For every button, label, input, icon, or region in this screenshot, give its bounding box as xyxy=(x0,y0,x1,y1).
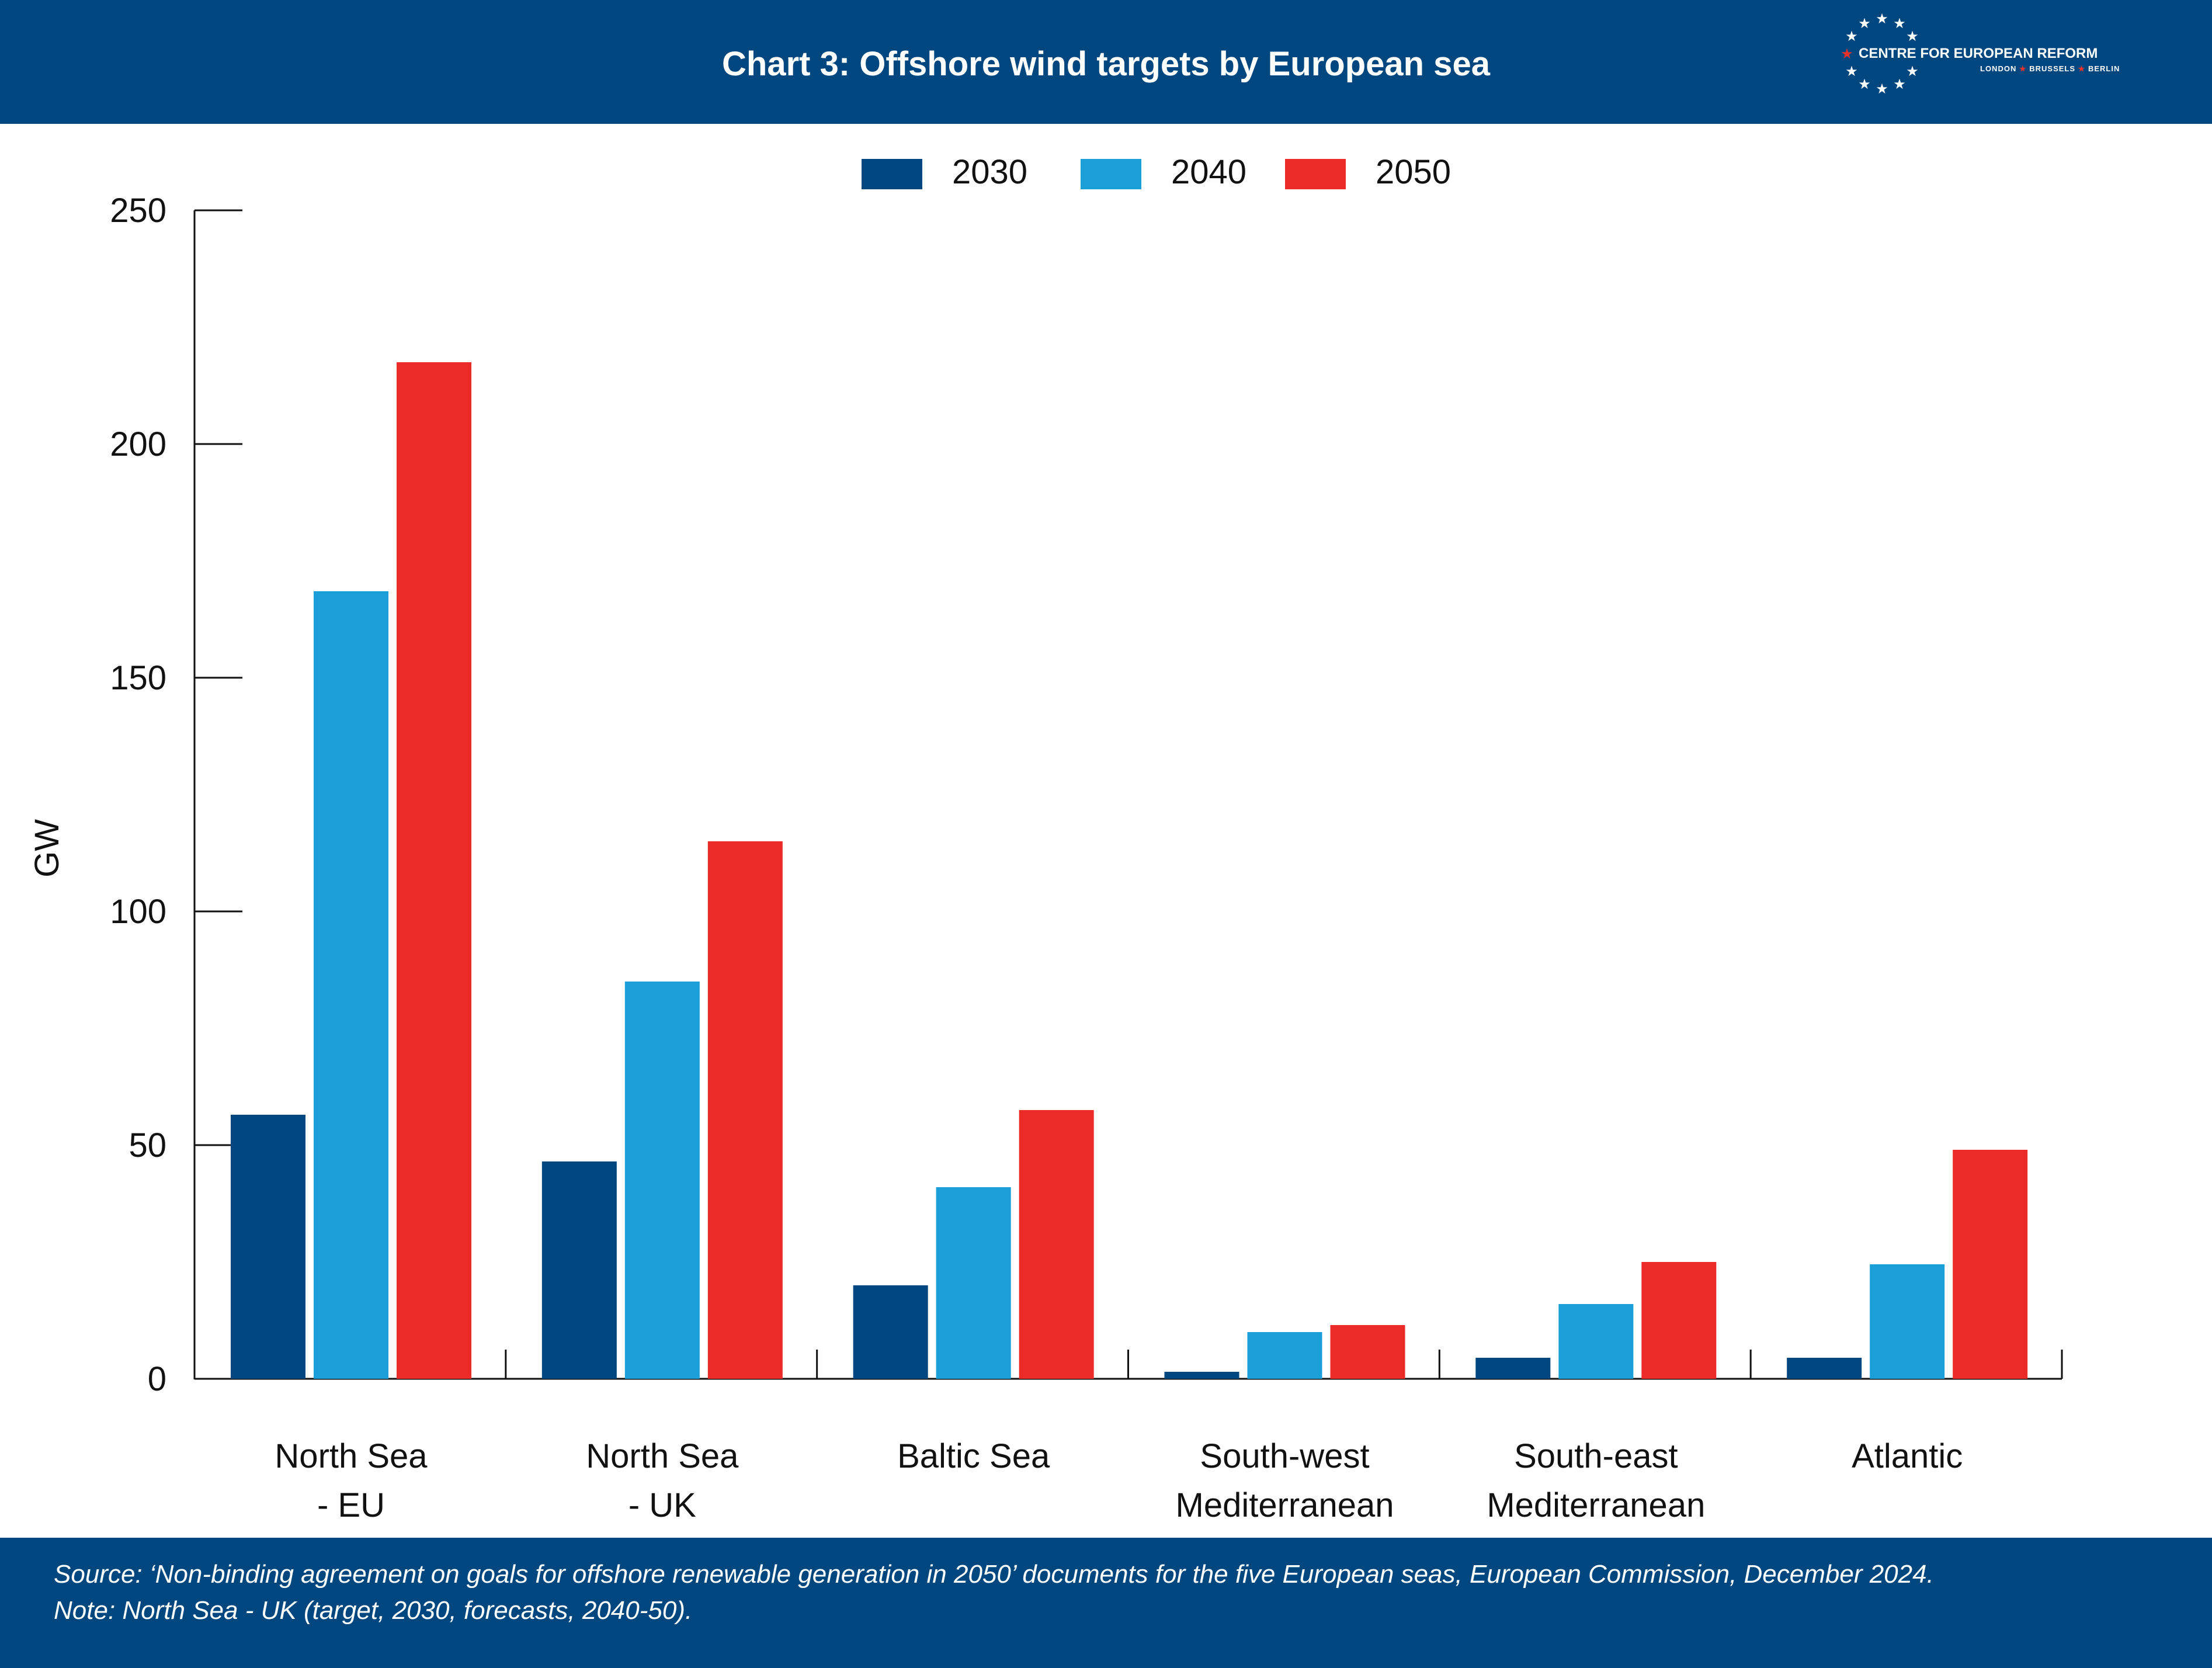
bar-chart: 2030 2040 2050 0 50 100 150 200 250 GW North Sea -… xyxy=(28,153,2063,1524)
cer-logo: ★ ★ ★ ★ ★ ★ ★ ★ ★ ★ ★ CENTRE FOR EUROPEAN REFORM L… xyxy=(1840,12,2119,99)
logo-org-name: CENTRE FOR EUROPEAN REFORM xyxy=(1859,46,2098,61)
footer-bar: Source: ‘Non-binding agreement on goals … xyxy=(0,1538,2212,1668)
logo-star-icon: ★ xyxy=(1906,28,1919,44)
legend-label-2050: 2050 xyxy=(1376,153,1451,191)
y-tick-label: 200 xyxy=(110,425,166,463)
bar-2030-0 xyxy=(231,1115,305,1379)
logo-star-icon: ★ xyxy=(1876,81,1888,97)
bar-2040-5 xyxy=(1870,1264,1945,1379)
bar-2040-4 xyxy=(1558,1304,1634,1379)
y-tick-label: 50 xyxy=(129,1126,166,1164)
x-tick-label: - EU xyxy=(317,1486,385,1524)
logo-star-icon: ★ xyxy=(1858,15,1871,32)
x-tick-label: Baltic Sea xyxy=(897,1437,1050,1475)
bar-2030-4 xyxy=(1475,1358,1551,1379)
x-tick-label: Mediterranean xyxy=(1487,1486,1705,1524)
logo-star-icon: ★ xyxy=(1876,12,1888,27)
logo-star-icon: ★ xyxy=(1906,63,1919,79)
logo-star-icon: ★ xyxy=(1845,28,1858,44)
logo-star-icon: ★ xyxy=(1893,76,1906,92)
x-tick-label: South-west xyxy=(1200,1437,1369,1475)
chart-bars xyxy=(231,362,2028,1379)
bar-2050-5 xyxy=(1953,1150,2028,1379)
bar-2040-0 xyxy=(314,591,388,1379)
x-tick-label: Mediterranean xyxy=(1176,1486,1394,1524)
bar-2030-5 xyxy=(1787,1358,1862,1379)
logo-city: BERLIN xyxy=(2088,64,2120,73)
x-tick-label: North Sea xyxy=(275,1437,428,1475)
x-tick-label: - UK xyxy=(628,1486,696,1524)
bar-2050-0 xyxy=(397,362,471,1379)
legend-label-2030: 2030 xyxy=(952,153,1027,191)
star-separator-icon: ★ xyxy=(2078,64,2086,73)
source-note: Source: ‘Non-binding agreement on goals … xyxy=(54,1560,1934,1589)
logo-star-icon: ★ xyxy=(1841,46,1853,62)
legend-label-2040: 2040 xyxy=(1171,153,1246,191)
x-tick-label: South-east xyxy=(1514,1437,1678,1475)
bar-2040-1 xyxy=(624,982,700,1379)
header-bar: Chart 3: Offshore wind targets by Europe… xyxy=(0,0,2212,124)
bar-2030-3 xyxy=(1164,1372,1239,1379)
y-tick-label: 150 xyxy=(110,659,166,697)
logo-star-icon: ★ xyxy=(1845,63,1858,79)
bar-2040-2 xyxy=(936,1187,1011,1379)
legend-swatch-2040 xyxy=(1081,159,1141,189)
logo-star-icon: ★ xyxy=(1858,76,1871,92)
bar-2040-3 xyxy=(1247,1332,1322,1379)
legend-swatch-2050 xyxy=(1285,159,1346,189)
legend-swatch-2030 xyxy=(862,159,922,189)
bar-2030-1 xyxy=(541,1161,617,1379)
bar-2050-2 xyxy=(1019,1110,1094,1379)
eu-stars-icon: ★ ★★★★★★★★★★ xyxy=(1841,12,1919,97)
logo-city: LONDON xyxy=(1980,64,2017,73)
chart-legend: 2030 2040 2050 xyxy=(862,153,1451,191)
logo-city: BRUSSELS xyxy=(2029,64,2076,73)
y-tick-label: 100 xyxy=(110,893,166,931)
chart-axes xyxy=(193,209,2063,1380)
star-separator-icon: ★ xyxy=(2019,64,2027,73)
bar-2050-1 xyxy=(707,841,783,1379)
y-tick-label: 250 xyxy=(110,192,166,230)
logo-cities: LONDON ★ BRUSSELS ★ BERLIN xyxy=(1980,64,2120,74)
x-tick-label: North Sea xyxy=(586,1437,739,1475)
x-tick-label: Atlantic xyxy=(1852,1437,1963,1475)
y-tick-label: 0 xyxy=(148,1360,166,1398)
bar-2050-4 xyxy=(1641,1262,1717,1379)
bar-2030-2 xyxy=(853,1285,928,1379)
bar-2050-3 xyxy=(1330,1325,1405,1379)
y-axis-title: GW xyxy=(28,819,66,878)
chart-labels: 0 50 100 150 200 250 GW North Sea - EU North Sea -… xyxy=(28,192,1963,1524)
chart-title: Chart 3: Offshore wind targets by Europe… xyxy=(722,45,1490,83)
logo-star-icon: ★ xyxy=(1893,15,1906,32)
note-text: Note: North Sea - UK (target, 2030, fore… xyxy=(54,1596,693,1625)
